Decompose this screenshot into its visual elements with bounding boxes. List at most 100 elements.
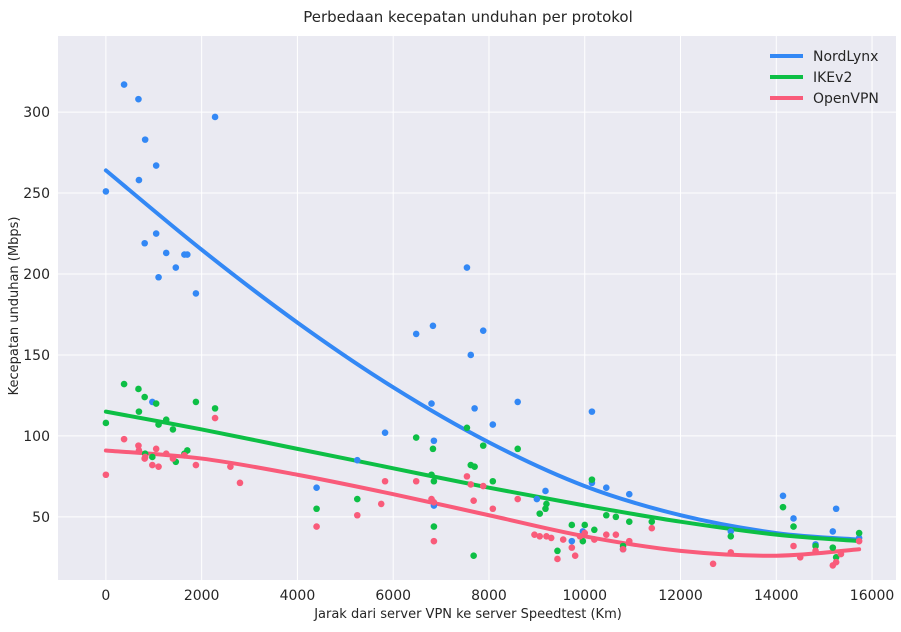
- y-tick-label: 100: [23, 429, 50, 445]
- openvpn-data-point: [709, 560, 717, 568]
- x-tick-label: 10000: [562, 588, 607, 604]
- nordlynx-data-point: [428, 400, 435, 407]
- openvpn-data-point: [625, 537, 633, 545]
- ikev2-data-point: [581, 521, 589, 529]
- ikev2-data-point: [602, 511, 610, 519]
- ikev2-data-point: [625, 518, 633, 526]
- openvpn-data-point: [619, 545, 627, 553]
- nordlynx-data-point: [514, 398, 522, 406]
- nordlynx-data-point: [471, 405, 478, 412]
- y-tick-label: 300: [23, 105, 50, 121]
- nordlynx-data-point: [135, 176, 143, 184]
- x-tick-label: 14000: [754, 588, 799, 604]
- ikev2-data-point: [141, 393, 148, 401]
- y-tick-labels: 50 100 150 200 250 300: [23, 105, 50, 526]
- x-tick-labels: 0 2000 4000 6000 8000 10000 12000 14000 16000: [101, 588, 894, 604]
- x-tick-label: 16000: [850, 588, 895, 604]
- openvpn-data-point: [612, 531, 620, 538]
- openvpn-data-point: [135, 442, 142, 449]
- openvpn-data-point: [152, 445, 160, 453]
- ikev2-data-point: [568, 521, 576, 529]
- ikev2-data-point: [648, 518, 656, 526]
- nordlynx-data-point: [779, 492, 787, 500]
- nordlynx-data-point: [479, 327, 487, 334]
- ikev2-data-point: [120, 380, 128, 388]
- nordlynx-data-point: [568, 537, 576, 545]
- ikev2-data-point: [313, 505, 320, 513]
- openvpn-data-point: [377, 500, 385, 508]
- ikev2-data-point: [102, 419, 110, 427]
- ikev2-data-point: [169, 426, 177, 433]
- ikev2-data-point: [779, 503, 787, 511]
- nordlynx-data-point: [463, 264, 471, 271]
- y-axis-label: Kecepatan unduhan (Mbps): [7, 217, 22, 396]
- y-tick-label: 200: [23, 267, 50, 283]
- openvpn-data-point: [571, 552, 579, 560]
- ikev2-data-point: [579, 537, 587, 545]
- openvpn-data-point: [463, 473, 471, 480]
- ikev2-data-point: [471, 463, 478, 470]
- x-tick-label: 6000: [375, 588, 411, 604]
- nordlynx-data-point: [172, 264, 180, 271]
- nordlynx-data-point: [102, 188, 110, 195]
- openvpn-data-point: [236, 479, 244, 487]
- ikev2-data-point: [211, 405, 219, 412]
- ikev2-data-point: [429, 445, 437, 453]
- ikev2-data-point: [192, 398, 200, 406]
- ikev2-data-point: [162, 416, 170, 424]
- ikev2-data-point: [812, 542, 819, 550]
- ikev2-data-point: [135, 408, 143, 415]
- nordlynx-data-point: [162, 249, 170, 257]
- openvpn-data-point: [412, 477, 420, 485]
- ikev2-data-point: [727, 532, 735, 540]
- nordlynx-data-point: [152, 230, 160, 237]
- openvpn-data-point: [162, 450, 170, 458]
- nordlynx-trend-line: [103, 168, 862, 542]
- nordlynx-data-point: [192, 290, 200, 297]
- ikev2-data-point: [536, 510, 544, 517]
- nordlynx-data-point: [429, 322, 437, 330]
- openvpn-data-point: [812, 547, 819, 555]
- openvpn-data-point: [169, 455, 177, 462]
- ikev2-data-point: [152, 400, 160, 407]
- nordlynx-data-point: [135, 95, 142, 103]
- openvpn-data-point: [837, 550, 845, 558]
- openvpn-data-point: [489, 505, 497, 513]
- plot-area: [58, 36, 896, 580]
- openvpn-data-point: [576, 532, 584, 540]
- ikev2-data-point: [832, 554, 840, 561]
- openvpn-data-point: [467, 481, 475, 488]
- nordlynx-data-point: [141, 136, 149, 143]
- series-openvpn-points: [102, 414, 863, 569]
- nordlynx-data-point: [313, 484, 320, 492]
- nordlynx-data-point: [353, 456, 361, 464]
- data-points: [102, 81, 863, 569]
- openvpn-data-point: [514, 495, 522, 503]
- openvpn-data-point: [141, 453, 149, 461]
- nordlynx-data-point: [829, 528, 837, 535]
- openvpn-data-point: [181, 452, 188, 459]
- x-tick-label: 2000: [184, 588, 220, 604]
- nordlynx-data-point: [412, 330, 420, 338]
- legend: NordLynx IKEv2 OpenVPN: [770, 49, 879, 107]
- nordlynx-data-point: [790, 515, 797, 522]
- y-tick-label: 250: [23, 186, 50, 202]
- ikev2-data-point: [412, 434, 420, 441]
- ikev2-data-point: [591, 526, 598, 534]
- openvpn-data-point: [581, 529, 589, 537]
- openvpn-data-point: [313, 523, 320, 530]
- ikev2-data-point: [489, 477, 497, 485]
- ikev2-data-point: [790, 523, 797, 530]
- ikev2-data-point: [470, 552, 477, 560]
- legend-label-ikev2: IKEv2: [813, 70, 852, 86]
- openvpn-data-point: [648, 524, 656, 532]
- y-tick-label: 50: [32, 510, 50, 526]
- ikev2-data-point: [353, 495, 361, 503]
- x-tick-label: 0: [101, 588, 110, 604]
- openvpn-data-point: [430, 537, 438, 545]
- ikev2-trend-line: [103, 409, 862, 544]
- nordlynx-data-point: [727, 528, 735, 535]
- legend-label-nordlynx: NordLynx: [813, 49, 878, 65]
